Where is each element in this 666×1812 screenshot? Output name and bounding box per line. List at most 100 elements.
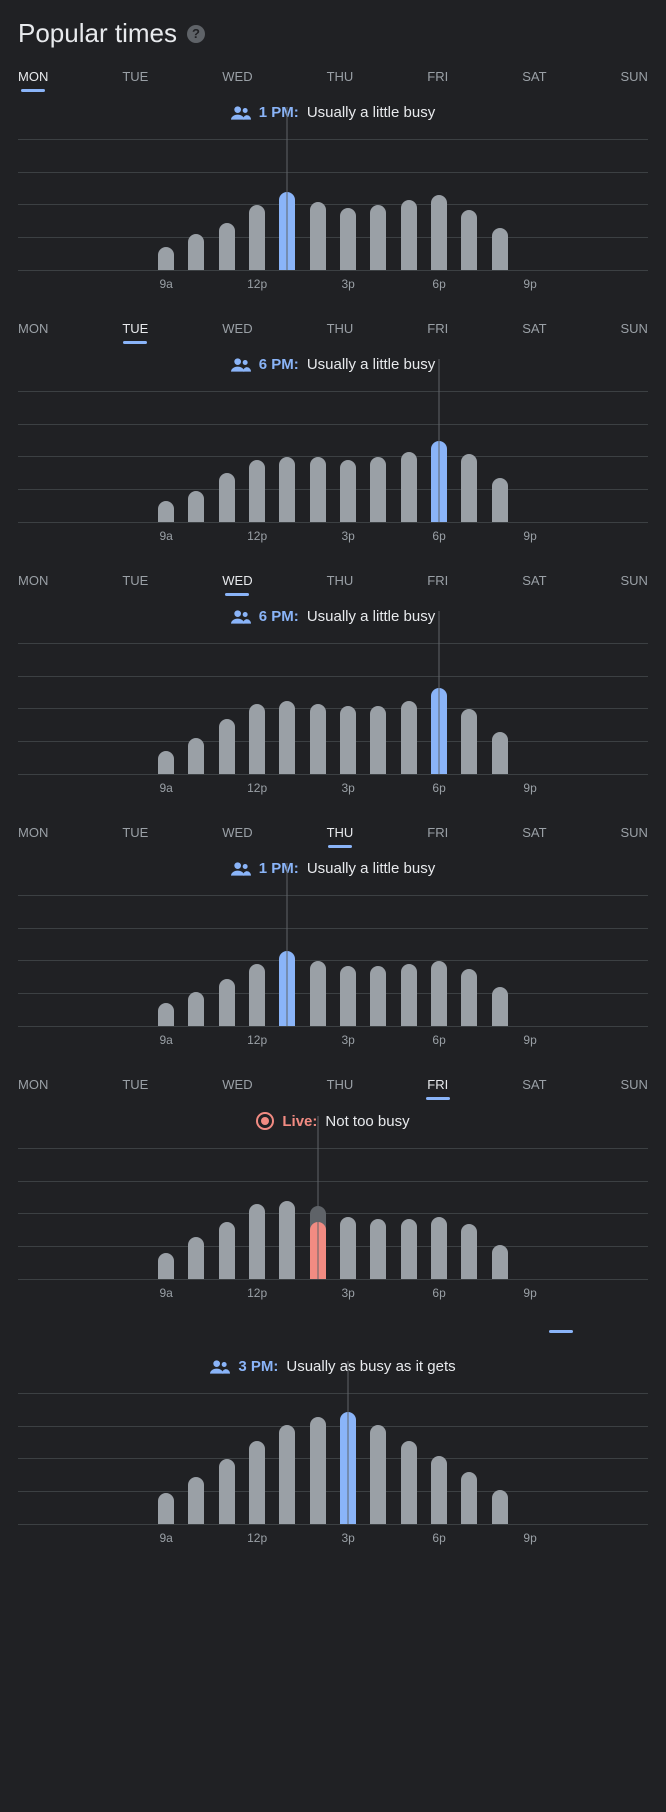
day-tab-sat[interactable]: SAT xyxy=(522,567,546,594)
day-tab-thu[interactable]: THU xyxy=(327,315,354,342)
day-tab-tue[interactable]: TUE xyxy=(122,567,148,594)
day-tab-sat[interactable]: SAT xyxy=(522,315,546,342)
hour-slot xyxy=(303,1150,333,1279)
hour-slot xyxy=(515,141,545,270)
popularity-bar xyxy=(188,491,204,522)
popularity-bar xyxy=(249,704,265,774)
gridline xyxy=(18,1148,648,1149)
day-tab-wed[interactable]: WED xyxy=(222,63,252,90)
hour-slot xyxy=(363,393,393,522)
day-tab-mon[interactable]: MON xyxy=(18,1071,48,1098)
time-marker xyxy=(287,107,288,270)
popularity-bar xyxy=(370,1425,386,1524)
day-tab-wed[interactable]: WED xyxy=(222,819,252,846)
popularity-bar xyxy=(340,706,356,774)
day-tab-thu[interactable]: THU xyxy=(327,567,354,594)
day-tab-thu[interactable]: THU xyxy=(327,1071,354,1098)
day-tab-sun[interactable]: SUN xyxy=(621,1071,648,1098)
x-axis-label: 3p xyxy=(333,529,363,543)
hour-slot xyxy=(181,1150,211,1279)
popularity-bar xyxy=(279,1425,295,1524)
day-tabs: MON TUE WED THU FRI SAT SUN xyxy=(18,315,648,342)
hour-slot xyxy=(121,141,151,270)
day-tab-wed[interactable]: WED xyxy=(222,1071,252,1098)
popular-times-panel: MON TUE WED THU FRI SAT SUN Live:Not too busy 9a… xyxy=(18,1071,648,1300)
hour-slot xyxy=(394,141,424,270)
day-tab-wed[interactable]: WED xyxy=(222,567,252,594)
x-axis-label: 9a xyxy=(151,1286,181,1300)
hour-slot xyxy=(272,393,302,522)
popularity-bar xyxy=(461,969,477,1026)
day-tab-wed[interactable]: WED xyxy=(222,315,252,342)
chart: 9a12p3p6p9p xyxy=(18,131,648,291)
hour-slot xyxy=(303,1395,333,1524)
hour-slot xyxy=(424,141,454,270)
day-tab-fri[interactable]: FRI xyxy=(427,567,448,594)
day-tab-fri[interactable]: FRI xyxy=(427,315,448,342)
day-tab-fri[interactable]: FRI xyxy=(427,819,448,846)
hour-slot xyxy=(272,645,302,774)
popularity-bar xyxy=(340,966,356,1026)
x-axis-label: 9p xyxy=(515,1531,545,1545)
day-tab-underline xyxy=(18,1324,648,1352)
status-description: Usually a little busy xyxy=(307,860,435,877)
day-tab-sat[interactable]: SAT xyxy=(522,819,546,846)
day-tab-tue[interactable]: TUE xyxy=(122,1071,148,1098)
day-tab-fri[interactable]: FRI xyxy=(427,1071,448,1098)
day-tab-mon[interactable]: MON xyxy=(18,819,48,846)
x-axis: 9a12p3p6p9p xyxy=(18,1525,648,1545)
hour-slot xyxy=(151,393,181,522)
status-time: 1 PM: xyxy=(259,860,299,877)
hour-slot xyxy=(394,1395,424,1524)
day-tab-mon[interactable]: MON xyxy=(18,63,48,90)
day-tab-mon[interactable]: MON xyxy=(18,567,48,594)
x-axis: 9a12p3p6p9p xyxy=(18,271,648,291)
status-row: 3 PM:Usually as busy as it gets xyxy=(18,1358,648,1375)
status-time: 6 PM: xyxy=(259,608,299,625)
hour-slot xyxy=(60,645,90,774)
popularity-bar xyxy=(492,732,508,774)
day-tab-sat[interactable]: SAT xyxy=(522,63,546,90)
hour-slot xyxy=(90,393,120,522)
day-tab-mon[interactable]: MON xyxy=(18,315,48,342)
hour-slot xyxy=(151,141,181,270)
x-axis-label: 3p xyxy=(333,1033,363,1047)
day-tab-sun[interactable]: SUN xyxy=(621,63,648,90)
hour-slot xyxy=(212,1395,242,1524)
hour-slot xyxy=(333,645,363,774)
popularity-bar xyxy=(188,1237,204,1279)
day-tab-tue[interactable]: TUE xyxy=(122,819,148,846)
x-axis-label: 3p xyxy=(333,1531,363,1545)
time-marker xyxy=(348,1361,349,1524)
day-tab-tue[interactable]: TUE xyxy=(122,63,148,90)
chart: 9a12p3p6p9p xyxy=(18,1385,648,1545)
hour-slot xyxy=(90,1395,120,1524)
x-axis-label: 6p xyxy=(424,529,454,543)
status-row: Live:Not too busy xyxy=(18,1112,648,1130)
help-icon[interactable]: ? xyxy=(187,25,205,43)
popularity-bar xyxy=(158,1493,174,1524)
hour-slot xyxy=(454,141,484,270)
day-tab-thu[interactable]: THU xyxy=(327,819,354,846)
day-tab-thu[interactable]: THU xyxy=(327,63,354,90)
day-tab-tue[interactable]: TUE xyxy=(122,315,148,342)
hour-slot xyxy=(60,1395,90,1524)
x-axis-label: 9a xyxy=(151,1531,181,1545)
title-row: Popular times? xyxy=(18,18,648,49)
popularity-bar xyxy=(492,478,508,522)
day-tab-sun[interactable]: SUN xyxy=(621,315,648,342)
x-axis-label: 6p xyxy=(424,1033,454,1047)
day-tab-sun[interactable]: SUN xyxy=(621,567,648,594)
day-tab-sun[interactable]: SUN xyxy=(621,819,648,846)
day-tab-fri[interactable]: FRI xyxy=(427,63,448,90)
day-tab-sat[interactable]: SAT xyxy=(522,1071,546,1098)
popularity-bar xyxy=(370,205,386,270)
hour-slot xyxy=(272,1150,302,1279)
bars xyxy=(18,393,648,522)
popularity-bar xyxy=(249,964,265,1026)
x-axis-label: 9a xyxy=(151,277,181,291)
hour-slot xyxy=(181,141,211,270)
day-tabs: MON TUE WED THU FRI SAT SUN xyxy=(18,63,648,90)
hour-slot xyxy=(212,141,242,270)
x-axis-label: 12p xyxy=(242,529,272,543)
